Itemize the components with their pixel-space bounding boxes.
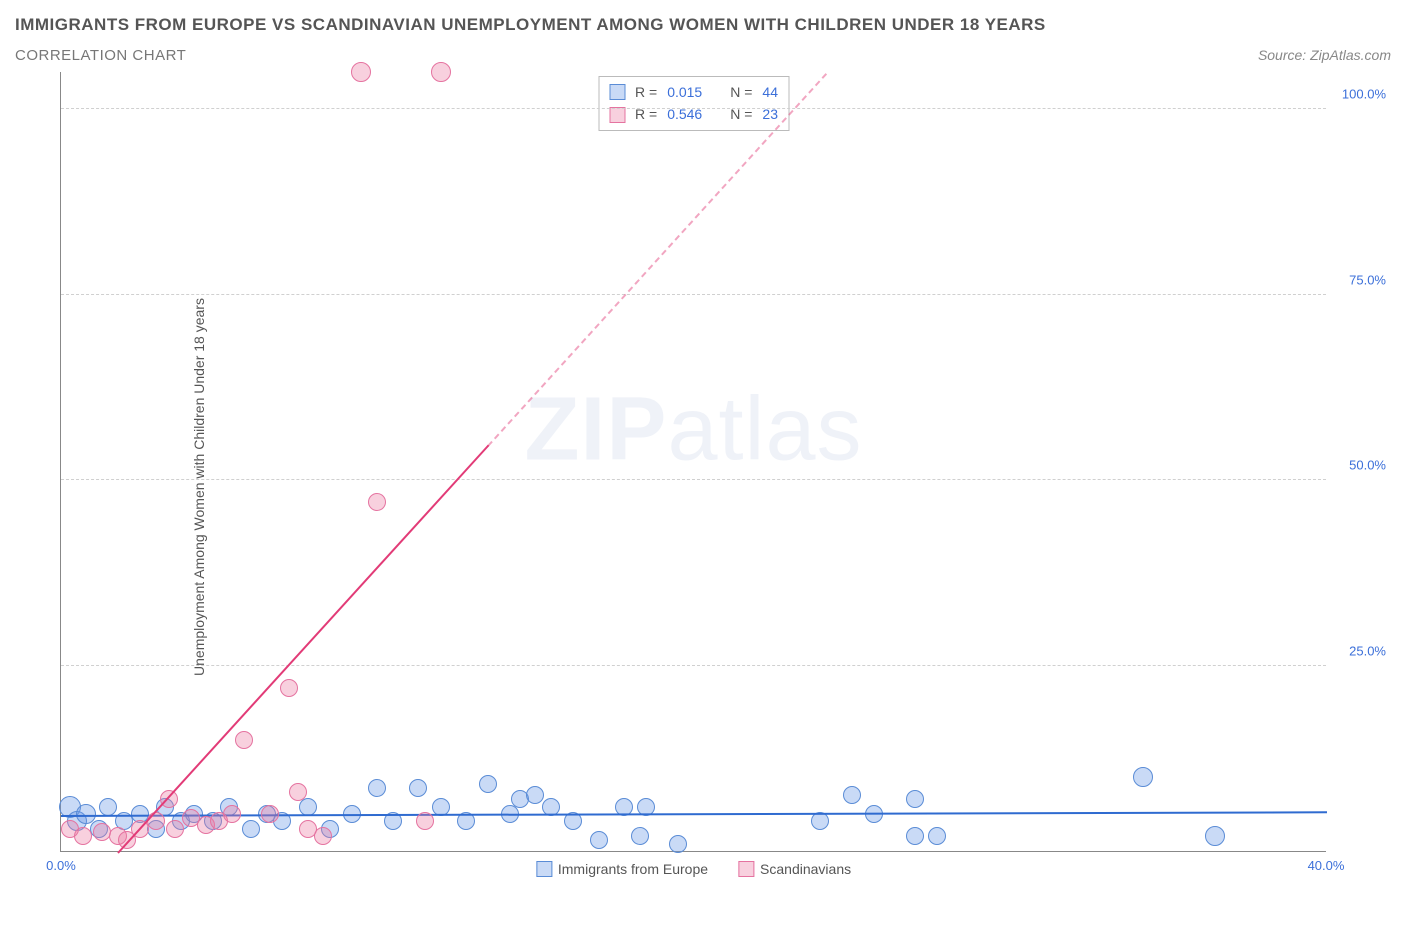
gridline bbox=[61, 294, 1326, 295]
chart-subtitle: CORRELATION CHART bbox=[15, 47, 186, 64]
stats-legend-box: R = 0.015 N = 44 R = 0.546 N = 23 bbox=[598, 76, 789, 131]
y-tick-label: 25.0% bbox=[1349, 643, 1386, 658]
europe-point bbox=[526, 786, 544, 804]
legend-label: Scandinavians bbox=[760, 861, 851, 877]
legend-item: Scandinavians bbox=[738, 861, 851, 877]
correlation-chart: Unemployment Among Women with Children U… bbox=[15, 72, 1391, 902]
gridline bbox=[61, 665, 1326, 666]
x-tick-label: 0.0% bbox=[46, 858, 76, 873]
gridline bbox=[61, 108, 1326, 109]
swatch-europe bbox=[609, 84, 625, 100]
europe-trendline bbox=[61, 811, 1327, 817]
europe-point bbox=[631, 827, 649, 845]
europe-point bbox=[479, 775, 497, 793]
legend-swatch bbox=[536, 861, 552, 877]
stat-r-value: 0.546 bbox=[667, 103, 702, 125]
europe-point bbox=[906, 790, 924, 808]
stats-row-europe: R = 0.015 N = 44 bbox=[609, 81, 778, 103]
stat-r-value: 0.015 bbox=[667, 81, 702, 103]
scandinavian-point bbox=[235, 731, 253, 749]
europe-point bbox=[843, 786, 861, 804]
legend-swatch bbox=[738, 861, 754, 877]
europe-point bbox=[811, 812, 829, 830]
source-prefix: Source: bbox=[1258, 47, 1310, 63]
europe-point bbox=[99, 798, 117, 816]
scandinavian-point bbox=[368, 493, 386, 511]
europe-point bbox=[906, 827, 924, 845]
stat-r-label: R = bbox=[635, 103, 657, 125]
bottom-legend: Immigrants from Europe Scandinavians bbox=[536, 861, 851, 877]
europe-point bbox=[299, 798, 317, 816]
y-tick-label: 50.0% bbox=[1349, 458, 1386, 473]
scandinavian-point bbox=[351, 62, 371, 82]
stat-n-label: N = bbox=[730, 81, 752, 103]
scandinavian-point bbox=[289, 783, 307, 801]
europe-point bbox=[242, 820, 260, 838]
watermark-zip: ZIP bbox=[524, 380, 667, 480]
scandinavian-point bbox=[74, 827, 92, 845]
europe-point bbox=[432, 798, 450, 816]
subtitle-row: CORRELATION CHART Source: ZipAtlas.com bbox=[15, 47, 1391, 64]
scandinavian-point bbox=[223, 805, 241, 823]
europe-point bbox=[409, 779, 427, 797]
stat-n-label: N = bbox=[730, 103, 752, 125]
page-title: IMMIGRANTS FROM EUROPE VS SCANDINAVIAN U… bbox=[15, 15, 1391, 35]
stats-row-scandinavian: R = 0.546 N = 23 bbox=[609, 103, 778, 125]
y-tick-label: 100.0% bbox=[1342, 87, 1386, 102]
stat-n-value: 44 bbox=[762, 81, 778, 103]
europe-point bbox=[928, 827, 946, 845]
scandinavian-point bbox=[314, 827, 332, 845]
europe-point bbox=[368, 779, 386, 797]
europe-point bbox=[669, 835, 687, 853]
source-name: ZipAtlas.com bbox=[1310, 47, 1391, 63]
legend-item: Immigrants from Europe bbox=[536, 861, 708, 877]
europe-point bbox=[1205, 826, 1225, 846]
scandinavian-point bbox=[431, 62, 451, 82]
scandinavian-point bbox=[280, 679, 298, 697]
scandinavian-point bbox=[166, 820, 184, 838]
source-attribution: Source: ZipAtlas.com bbox=[1258, 47, 1391, 63]
watermark: ZIPatlas bbox=[524, 379, 862, 482]
scandinavian-point bbox=[261, 805, 279, 823]
legend-label: Immigrants from Europe bbox=[558, 861, 708, 877]
stat-n-value: 23 bbox=[762, 103, 778, 125]
stat-r-label: R = bbox=[635, 81, 657, 103]
europe-point bbox=[1133, 767, 1153, 787]
watermark-atlas: atlas bbox=[667, 380, 862, 480]
y-tick-label: 75.0% bbox=[1349, 272, 1386, 287]
gridline bbox=[61, 479, 1326, 480]
europe-point bbox=[590, 831, 608, 849]
scandinavian-point bbox=[416, 812, 434, 830]
plot-area: ZIPatlas R =0.015N =44R =0.546N =23 Immi… bbox=[60, 72, 1326, 852]
x-tick-label: 40.0% bbox=[1308, 858, 1345, 873]
